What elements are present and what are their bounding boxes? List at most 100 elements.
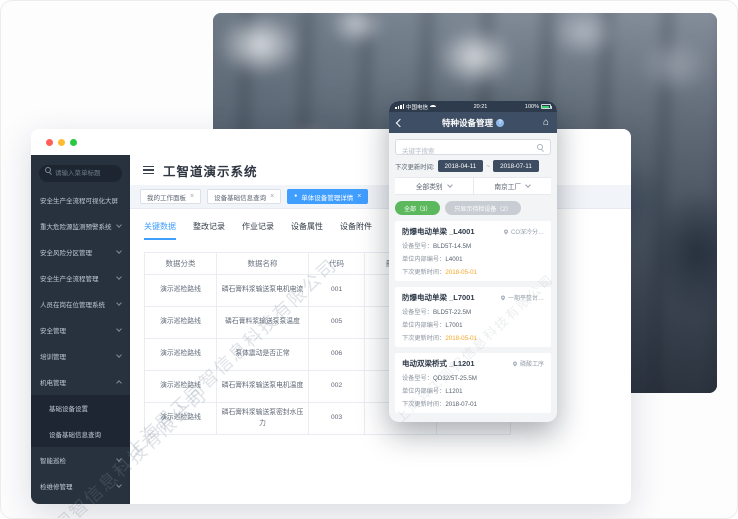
sidebar-search (39, 162, 122, 182)
tab-equipment-attachments[interactable]: 设备附件 (340, 222, 372, 231)
cell-category: 演示巡检路线 (144, 402, 217, 435)
cell-code: 006 (308, 338, 365, 371)
dropdown-row: 全部类别 南京工厂 (395, 177, 551, 195)
sidebar-item-visualization-screen[interactable]: 安全生产全流程可视化大屏 (31, 187, 130, 213)
date-to-button[interactable]: 2018-07-11 (493, 160, 539, 172)
tab-chip-bar: 我的工作面板 × 设备基础信息查询 × ● 单体设备管理详情 × (130, 185, 631, 209)
close-window-button[interactable] (46, 138, 53, 146)
next-update-label: 下次更新时间： (402, 269, 446, 276)
clock-label: 20:21 (473, 103, 488, 110)
equipment-location: 磷酸工序 (512, 359, 544, 368)
location-pin-icon (503, 229, 508, 234)
sidebar-item-smart-inspection[interactable]: 智能巡检 (31, 447, 130, 473)
cell-category: 演示巡检路线 (144, 274, 217, 307)
chevron-down-icon (116, 482, 122, 488)
cell-name: 磷石膏料浆输送泵电机电流 (216, 274, 309, 307)
close-icon[interactable]: × (357, 193, 362, 200)
model-value: QD32/5T-25.5M (432, 375, 477, 382)
search-icon (45, 167, 53, 175)
sidebar-item-label: 设备基础信息查询 (49, 432, 101, 439)
model-value: BLD5T-14.5M (432, 243, 472, 250)
app-header: 工智道演示系统 (130, 155, 631, 185)
sidebar-item-maintenance-management[interactable]: 检维修管理 (31, 473, 130, 499)
equipment-card[interactable]: 防爆电动单梁 _L7001 一期平整台… 设备型号：BLD5T-22.5M 单位… (395, 287, 551, 347)
window-titlebar (31, 129, 631, 155)
location-pin-icon (500, 295, 505, 300)
equipment-location: 一期平整台… (500, 293, 544, 302)
model-value: BLD5T-22.5M (432, 309, 472, 316)
cell-category: 演示巡检路线 (144, 306, 217, 339)
tab-chip-workpanel[interactable]: 我的工作面板 × (140, 189, 202, 204)
tab-chip-equipment-info-query[interactable]: 设备基础信息查询 × (207, 189, 282, 204)
filter-pills: 全部（3） 只显示待检设备（2） (395, 201, 551, 215)
internal-code-label: 单位内部编号： (402, 388, 446, 395)
sidebar-search-input[interactable] (39, 165, 122, 182)
col-header-code: 代码 (308, 252, 365, 275)
menu-toggle-icon[interactable] (143, 165, 154, 175)
equipment-card[interactable]: 防爆电动单梁 _L4001 CO深冷分… 设备型号：BLD5T-14.5M 单位… (395, 221, 551, 281)
sidebar-item-label: 安全生产全流程管理 (40, 276, 99, 283)
next-update-value: 2018-05-01 (445, 269, 477, 276)
sidebar-item-label: 人员在岗在位管理系统 (40, 302, 105, 309)
equipment-title: 电动双梁桥式 _L1201 (402, 359, 475, 368)
sidebar-subitem-basic-equipment-setup[interactable]: 基础设备设置 (31, 395, 130, 421)
date-from-button[interactable]: 2018-04-11 (437, 160, 484, 172)
category-dropdown[interactable]: 全部类别 (395, 178, 473, 194)
sidebar-item-electromechanical-management[interactable]: 机电管理 (31, 369, 130, 395)
internal-code-value: L1201 (445, 388, 463, 395)
cell-name: 磷石膏料浆输送泵密封水压力 (216, 402, 309, 435)
factory-dropdown[interactable]: 南京工厂 (472, 178, 552, 194)
sidebar-item-safety-management[interactable]: 安全管理 (31, 317, 130, 343)
col-header-name: 数据名称 (216, 252, 309, 275)
phone-nav-bar: 特种设备管理 ? ⌂ (389, 112, 557, 133)
sidebar-item-training-management[interactable]: 培训管理 (31, 343, 130, 369)
close-icon[interactable]: × (270, 193, 275, 200)
keyword-search-input[interactable] (396, 144, 550, 159)
chevron-up-icon (116, 380, 122, 386)
equipment-card[interactable]: 电动双梁桥式 _L1201 磷酸工序 设备型号：QD32/5T-25.5M 单位… (395, 353, 551, 413)
tab-chip-label: 我的工作面板 (147, 194, 186, 202)
location-label: CO深冷分… (510, 230, 544, 236)
close-icon[interactable]: × (190, 193, 195, 200)
chevron-down-icon (116, 222, 122, 228)
sidebar-item-safety-process-management[interactable]: 安全生产全流程管理 (31, 265, 130, 291)
tab-key-data[interactable]: 关键数据 (144, 221, 176, 240)
pill-all[interactable]: 全部（3） (395, 201, 441, 215)
chevron-down-icon (116, 352, 122, 358)
tab-work-records[interactable]: 作业记录 (242, 222, 274, 231)
cell-category: 演示巡检路线 (144, 370, 217, 403)
location-label: 一期平整台… (507, 296, 544, 302)
sidebar-item-label: 安全管理 (40, 328, 66, 335)
home-icon[interactable]: ⌂ (542, 116, 549, 128)
date-filter-row: 下次更新时间: 2018-04-11 ~ 2018-07-11 (395, 160, 551, 172)
phone-body: 下次更新时间: 2018-04-11 ~ 2018-07-11 全部类别 南京工… (389, 133, 557, 422)
cell-name: 磷石膏料浆输送泵电机温度 (216, 370, 309, 403)
sidebar-item-hazard-warning-system[interactable]: 重大危险源监测预警系统 (31, 213, 130, 239)
chevron-down-icon (116, 326, 122, 332)
model-label: 设备型号： (402, 243, 433, 250)
chevron-down-icon (525, 182, 531, 188)
cell-code: 003 (308, 402, 365, 435)
sidebar-item-label: 安全风险分区管理 (40, 250, 92, 257)
cell-code: 001 (308, 274, 365, 307)
help-badge-icon[interactable]: ? (495, 118, 504, 127)
pill-pending-inspection[interactable]: 只显示待检设备（2） (445, 201, 521, 215)
sidebar-item-risk-zone-management[interactable]: 安全风险分区管理 (31, 239, 130, 265)
signal-icon (395, 104, 404, 109)
back-icon[interactable] (395, 118, 405, 127)
sidebar-item-label: 智能巡检 (40, 458, 66, 465)
tab-chip-equipment-detail-active[interactable]: ● 单体设备管理详情 × (287, 189, 369, 204)
search-icon (537, 144, 545, 152)
tab-rectification-records[interactable]: 整改记录 (193, 222, 225, 231)
tab-chip-label: 设备基础信息查询 (214, 194, 267, 202)
sidebar-subitem-equipment-info-query[interactable]: 设备基础信息查询 (31, 421, 130, 447)
sidebar-item-personnel-onduty-system[interactable]: 人员在岗在位管理系统 (31, 291, 130, 317)
tab-equipment-attributes[interactable]: 设备属性 (291, 222, 323, 231)
minimize-window-button[interactable] (58, 138, 65, 146)
internal-code-label: 单位内部编号： (402, 256, 446, 263)
maximize-window-button[interactable] (70, 138, 77, 146)
sidebar-item-label: 检维修管理 (40, 484, 73, 491)
cell-code: 002 (308, 370, 365, 403)
next-update-label: 下次更新时间： (402, 401, 446, 408)
